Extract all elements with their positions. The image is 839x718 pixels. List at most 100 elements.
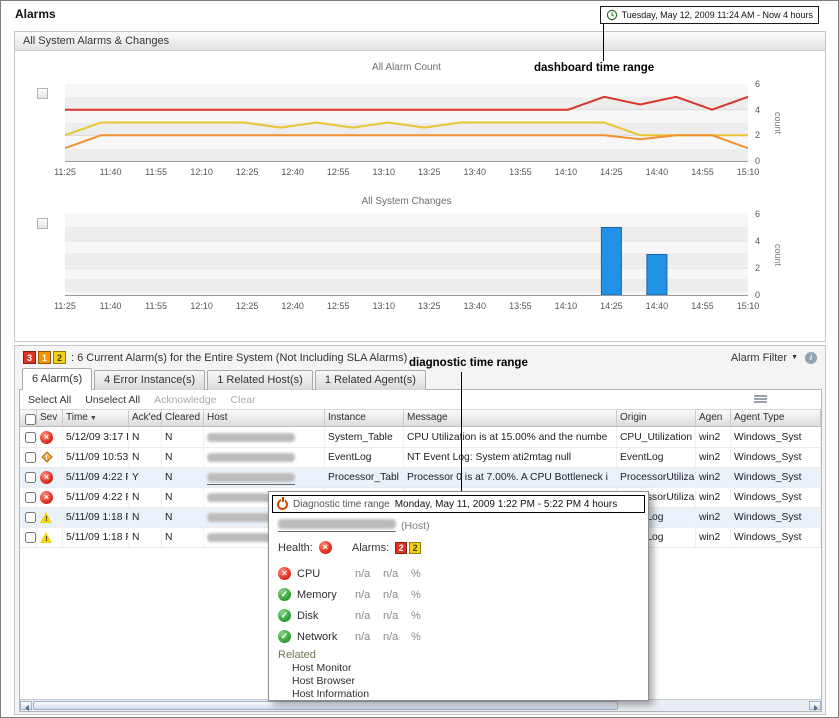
cell-acked: N xyxy=(129,508,162,527)
column-header-origin[interactable]: Origin xyxy=(617,410,696,426)
annotation-dashboard-time-range: dashboard time range xyxy=(534,62,655,74)
power-icon xyxy=(277,498,288,510)
severity-fatal-icon: × xyxy=(40,490,53,504)
scroll-left-button[interactable] xyxy=(20,701,32,711)
annotation-line-dashboard xyxy=(603,24,604,61)
health-label: Health: xyxy=(278,541,313,554)
clock-icon xyxy=(606,9,617,21)
row-checkbox[interactable] xyxy=(25,492,36,503)
metric-name: Disk xyxy=(297,609,319,622)
metric-network-status-icon: ✓ xyxy=(278,630,291,643)
panel-title: All System Alarms & Changes xyxy=(23,35,170,47)
cell-cleared: N xyxy=(162,508,204,527)
alarm-count-chart-title: All Alarm Count xyxy=(372,62,441,73)
action-select-all[interactable]: Select All xyxy=(28,393,72,406)
cell-cleared: N xyxy=(162,488,204,507)
table-options-icon[interactable] xyxy=(754,394,767,405)
row-checkbox[interactable] xyxy=(25,532,36,543)
row-checkbox[interactable] xyxy=(25,452,36,463)
select-all-cell xyxy=(20,410,37,426)
tooltip-host-type: (Host) xyxy=(401,519,430,532)
y-tick: 4 xyxy=(755,236,761,246)
table-row[interactable]: × 5/12/09 3:17 P N N System_Table CPU Utiliza… xyxy=(20,428,821,448)
tab-4-error-instance-s[interactable]: 4 Error Instance(s) xyxy=(94,370,206,390)
column-header-sev[interactable]: Sev xyxy=(37,410,63,426)
x-tick: 11:25 xyxy=(54,167,76,177)
column-header-agent-type[interactable]: Agent Type xyxy=(731,410,821,426)
y-tick: 4 xyxy=(755,104,761,115)
cell-host xyxy=(204,428,325,447)
metric-value: n/a xyxy=(355,630,371,643)
host-diagnostic-tooltip: Diagnostic time range Monday, May 11, 20… xyxy=(268,491,649,701)
dashboard-time-range-badge[interactable]: Tuesday, May 12, 2009 11:24 AM - Now 4 h… xyxy=(599,6,819,24)
related-link-host-browser[interactable]: Host Browser xyxy=(292,675,356,687)
column-header-agen[interactable]: Agen xyxy=(696,410,731,426)
table-row[interactable]: ! 5/11/09 10:53 N N EventLog NT Event Log: Sy… xyxy=(20,448,821,468)
health-status: × xyxy=(318,541,332,554)
chart-tool-icon[interactable] xyxy=(37,88,48,99)
y-tick: 6 xyxy=(755,79,761,89)
x-tick: 11:55 xyxy=(145,301,167,311)
alarm-tabs: 6 Alarm(s) 4 Error Instance(s) 1 Related H… xyxy=(22,368,426,390)
tooltip-host-name[interactable] xyxy=(278,519,396,532)
cell-origin: CPU_Utilization xyxy=(617,428,696,447)
column-header-ack-ed[interactable]: Ack'ed xyxy=(129,410,162,426)
system-changes-plot xyxy=(65,214,748,296)
related-link-host-information[interactable]: Host Information xyxy=(292,688,370,700)
column-header-cleared[interactable]: Cleared xyxy=(162,410,204,426)
alarm-count-badge-warning: 2 xyxy=(53,351,66,364)
series-warning xyxy=(64,121,748,137)
x-tick: 12:10 xyxy=(190,167,213,177)
alarm-filter-button[interactable]: Alarm Filter ▼ xyxy=(731,352,798,364)
tab-6-alarm-s[interactable]: 6 Alarm(s) xyxy=(22,368,93,390)
metric-cpu-status-icon: × xyxy=(278,567,291,580)
metric-unit: % xyxy=(411,630,421,643)
cell-origin: EventLog xyxy=(617,448,696,467)
column-header-message[interactable]: Message xyxy=(404,410,617,426)
chart-tool-icon[interactable] xyxy=(37,218,48,229)
cell-message: NT Event Log: System ati2mtag null xyxy=(404,448,617,467)
host-link[interactable] xyxy=(207,472,295,485)
redacted-host-name xyxy=(278,519,396,529)
x-tick: 12:55 xyxy=(326,301,350,311)
x-tick: 11:40 xyxy=(99,301,122,311)
table-row[interactable]: × 5/11/09 4:22 P Y N Processor_Tabl Processor… xyxy=(20,468,821,488)
health-status-icon: × xyxy=(318,541,332,554)
column-header-host[interactable]: Host xyxy=(204,410,325,426)
x-tick: 11:55 xyxy=(145,167,167,177)
x-tick: 14:40 xyxy=(645,167,669,177)
bar-chart-svg xyxy=(65,227,748,296)
cell-agent-type: Windows_Syst xyxy=(731,448,821,467)
cell-origin: ProcessorUtiliza xyxy=(617,488,696,507)
x-tick: 13:25 xyxy=(418,301,441,311)
select-all-checkbox[interactable] xyxy=(25,414,36,425)
x-tick: 15:10 xyxy=(736,301,760,311)
column-header-time[interactable]: Time ▼ xyxy=(63,410,129,426)
metric-row-network: ✓ Network n/a n/a% xyxy=(278,626,421,647)
cell-time: 5/11/09 10:53 xyxy=(63,448,129,467)
action-unselect-all[interactable]: Unselect All xyxy=(85,393,141,406)
x-tick: 13:25 xyxy=(418,167,441,177)
metric-value: n/a xyxy=(355,567,371,580)
panel-header: All System Alarms & Changes xyxy=(15,32,825,51)
x-tick: 12:10 xyxy=(190,301,213,311)
column-header-instance[interactable]: Instance xyxy=(325,410,404,426)
row-checkbox[interactable] xyxy=(25,472,36,483)
tab-1-related-host-s[interactable]: 1 Related Host(s) xyxy=(207,370,313,390)
scroll-right-button[interactable] xyxy=(809,701,821,711)
scrollbar-thumb[interactable] xyxy=(33,701,618,710)
info-icon[interactable]: i xyxy=(805,351,817,364)
annotation-line-diagnostic xyxy=(461,372,462,491)
tab-1-related-agent-s[interactable]: 1 Related Agent(s) xyxy=(314,370,426,390)
cell-origin: ProcessorUtiliza xyxy=(617,468,696,487)
diagnostic-range-value: Monday, May 11, 2009 1:22 PM - 5:22 PM 4… xyxy=(394,498,618,510)
related-link-host-monitor[interactable]: Host Monitor xyxy=(292,662,352,674)
metric-memory-status-icon: ✓ xyxy=(278,588,291,601)
x-tick: 14:25 xyxy=(600,301,623,311)
alarm-count-badge-fatal: 3 xyxy=(23,351,36,364)
cell-acked: N xyxy=(129,528,162,547)
row-checkbox[interactable] xyxy=(25,512,36,523)
row-checkbox[interactable] xyxy=(25,432,36,443)
